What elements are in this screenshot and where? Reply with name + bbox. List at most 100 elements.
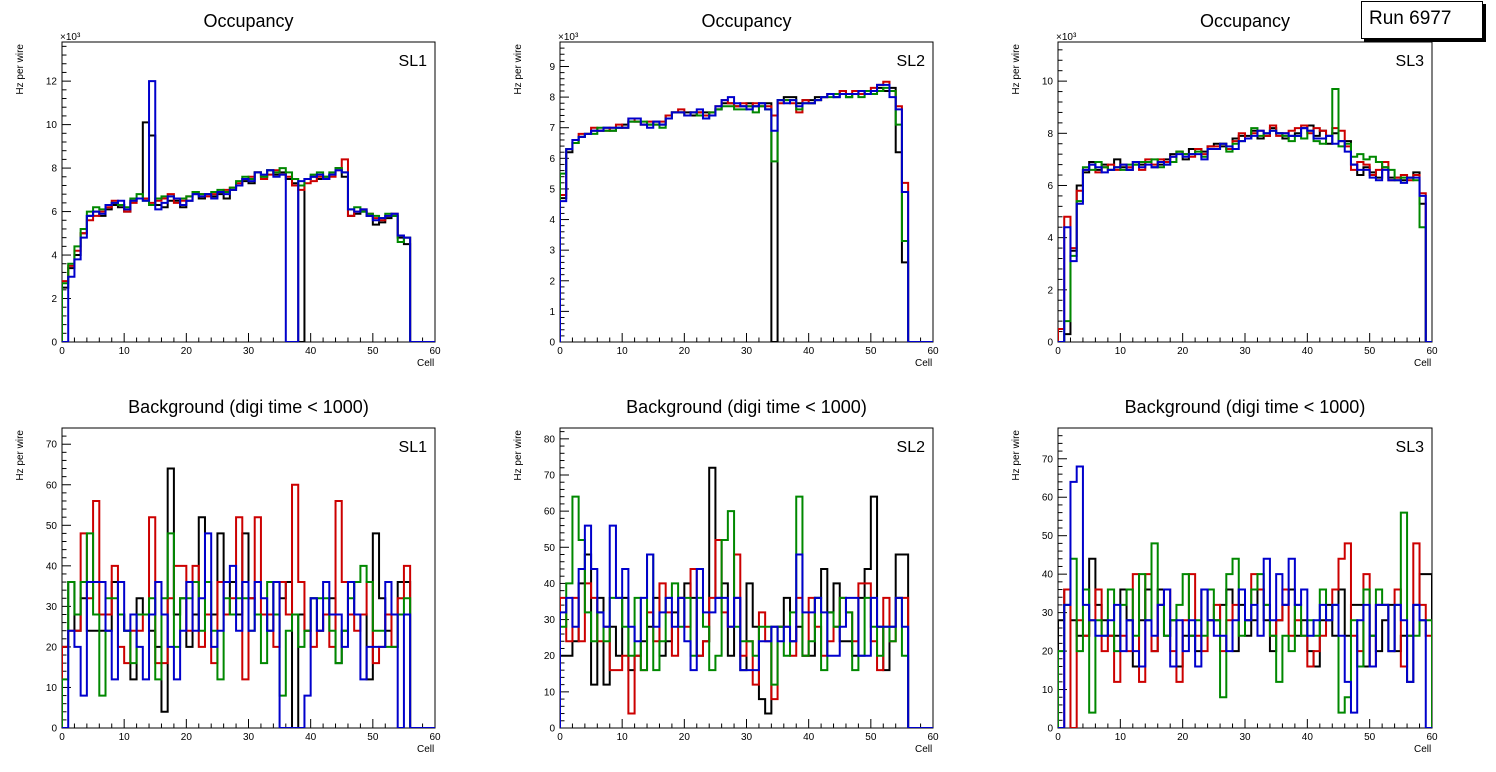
y-tick-label: 2	[549, 276, 555, 287]
superlayer-label: SL3	[1396, 53, 1425, 70]
y-tick-label: 4	[51, 251, 57, 262]
chart-title: Background (digi time < 1000)	[1125, 397, 1366, 417]
x-tick-label: 30	[243, 732, 255, 743]
x-tick-label: 50	[865, 346, 877, 357]
y-tick-label: 40	[46, 561, 58, 572]
y-tick-label: 2	[51, 294, 57, 305]
x-tick-label: 40	[803, 346, 815, 357]
histogram-series-l4	[560, 83, 933, 342]
superlayer-label: SL3	[1396, 439, 1425, 456]
y-tick-label: 80	[544, 434, 556, 445]
y-tick-label: 10	[1042, 77, 1054, 88]
chart-title: Background (digi time < 1000)	[626, 397, 867, 417]
chart-panel-5: Background (digi time < 1000) SL2 Hz per w…	[513, 397, 939, 755]
x-tick-label: 20	[679, 732, 691, 743]
chart-title: Occupancy	[701, 11, 791, 31]
chart-panel-6: Background (digi time < 1000) SL3 Hz per w…	[1011, 397, 1438, 755]
x-tick-label: 10	[617, 732, 629, 743]
y-tick-label: 70	[1042, 454, 1054, 465]
y-tick-label: 50	[544, 543, 556, 554]
histogram-series-l4	[62, 532, 435, 728]
histogram-series-l2	[560, 80, 933, 342]
y-tick-label: 0	[51, 338, 57, 349]
x-tick-label: 10	[119, 346, 131, 357]
x-tick-label: 0	[557, 732, 563, 743]
superlayer-label: SL1	[399, 53, 428, 70]
x-tick-label: 10	[1115, 346, 1127, 357]
histogram-series-l2	[62, 158, 435, 342]
x-tick-label: 50	[1364, 732, 1376, 743]
y-axis-label: Hz per wire	[1011, 430, 1022, 481]
x-tick-label: 50	[367, 732, 379, 743]
x-tick-label: 20	[181, 346, 193, 357]
x-tick-label: 50	[1364, 346, 1376, 357]
histogram-series-l4	[1058, 127, 1432, 342]
superlayer-label: SL1	[399, 439, 428, 456]
y-tick-label: 0	[1047, 724, 1053, 735]
y-tick-label: 10	[46, 120, 58, 131]
y-tick-label: 50	[46, 521, 58, 532]
x-axis-label: Cell	[417, 358, 434, 369]
x-tick-label: 60	[927, 732, 939, 743]
y-tick-label: 30	[46, 602, 58, 613]
y-tick-label: 2	[1047, 285, 1053, 296]
y-tick-label: 60	[1042, 493, 1054, 504]
y-tick-label: 70	[46, 440, 58, 451]
x-axis-label: Cell	[915, 744, 932, 755]
y-tick-label: 0	[549, 724, 555, 735]
x-tick-label: 60	[1426, 346, 1438, 357]
y-tick-label: 40	[544, 579, 556, 590]
y-tick-label: 10	[46, 683, 58, 694]
y-tick-label: 5	[549, 184, 555, 195]
y-tick-label: 7	[549, 123, 555, 134]
y-axis-label: Hz per wire	[15, 44, 26, 95]
plot-frame	[61, 41, 436, 343]
x-tick-label: 0	[557, 346, 563, 357]
x-axis-label: Cell	[1414, 744, 1431, 755]
histogram-series-l3	[1058, 511, 1432, 728]
x-tick-label: 20	[1177, 346, 1189, 357]
y-tick-label: 4	[1047, 233, 1053, 244]
y-tick-label: 4	[549, 215, 555, 226]
x-tick-label: 30	[1239, 732, 1251, 743]
x-axis-label: Cell	[1414, 358, 1431, 369]
x-tick-label: 60	[429, 732, 441, 743]
chart-panel-4: Background (digi time < 1000) SL1 Hz per w…	[15, 397, 441, 755]
y-tick-label: 0	[1047, 338, 1053, 349]
x-tick-label: 50	[865, 732, 877, 743]
y-tick-label: 6	[549, 154, 555, 165]
x-tick-label: 40	[1302, 732, 1314, 743]
y-exponent-label: ×10³	[558, 32, 579, 43]
y-tick-label: 1	[549, 307, 555, 318]
x-tick-label: 0	[1055, 346, 1061, 357]
x-tick-label: 0	[59, 346, 65, 357]
y-tick-label: 0	[51, 724, 57, 735]
y-tick-label: 3	[549, 246, 555, 257]
run-label: Run 6977	[1369, 8, 1452, 29]
x-tick-label: 40	[305, 346, 317, 357]
chart-title: Occupancy	[203, 11, 293, 31]
x-tick-label: 40	[1302, 346, 1314, 357]
y-axis-label: Hz per wire	[513, 44, 524, 95]
y-tick-label: 8	[549, 93, 555, 104]
y-tick-label: 10	[1042, 685, 1054, 696]
y-tick-label: 70	[544, 470, 556, 481]
x-tick-label: 30	[1239, 346, 1251, 357]
x-tick-label: 10	[617, 346, 629, 357]
plot-frame	[1057, 41, 1433, 343]
histogram-series-l4	[1058, 465, 1432, 728]
y-exponent-label: ×10³	[60, 32, 81, 43]
y-tick-label: 50	[1042, 531, 1054, 542]
y-tick-label: 30	[1042, 608, 1054, 619]
y-tick-label: 6	[1047, 181, 1053, 192]
y-tick-label: 8	[51, 164, 57, 175]
y-tick-label: 20	[46, 642, 58, 653]
x-tick-label: 20	[1177, 732, 1189, 743]
x-tick-label: 60	[1426, 732, 1438, 743]
plot-frame	[1057, 427, 1433, 729]
y-tick-label: 20	[544, 651, 556, 662]
chart-title: Background (digi time < 1000)	[128, 397, 369, 417]
x-tick-label: 30	[741, 346, 753, 357]
